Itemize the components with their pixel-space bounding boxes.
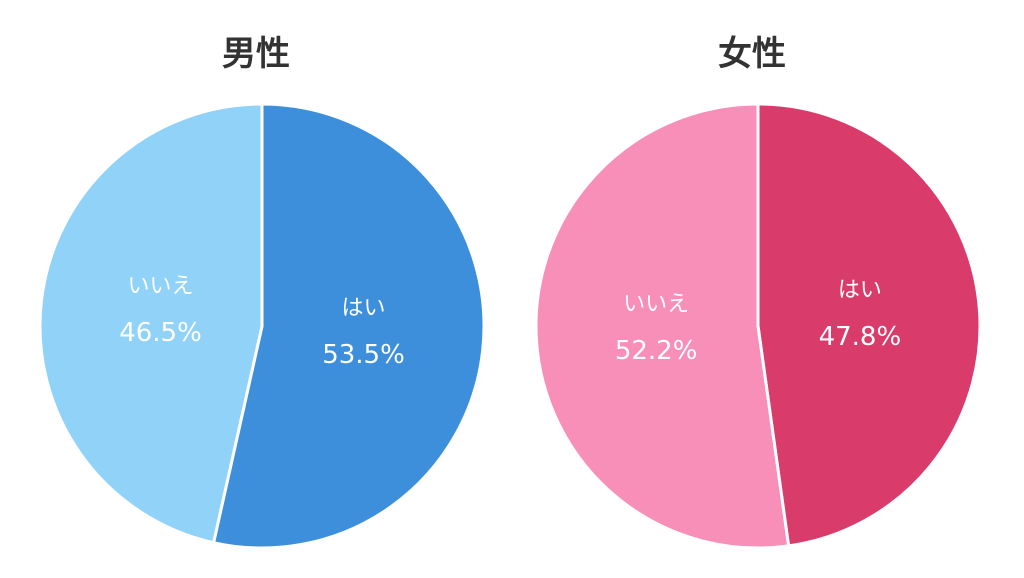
pie-slice-female-1 (534, 102, 791, 550)
slice-value-male-1: 46.5% (119, 318, 202, 348)
pie-slice-male-0 (212, 102, 486, 550)
pie-chart-female: はい 47.8% いいえ 52.2% (534, 102, 982, 550)
slice-value-female-0: 47.8% (819, 322, 902, 352)
chart-title-male: 男性 (222, 34, 290, 74)
slice-label-female-0: はい (838, 278, 882, 303)
pie-slice-male-1 (38, 102, 264, 545)
slice-label-male-1: いいえ (127, 274, 193, 299)
slice-value-female-1: 52.2% (615, 336, 698, 366)
pie-slice-female-0 (756, 102, 982, 548)
pie-chart-male: はい 53.5% いいえ 46.5% (38, 102, 486, 550)
slice-label-female-1: いいえ (623, 292, 689, 317)
slice-label-male-0: はい (341, 296, 385, 321)
slice-value-male-0: 53.5% (322, 340, 405, 370)
chart-title-female: 女性 (718, 34, 786, 74)
